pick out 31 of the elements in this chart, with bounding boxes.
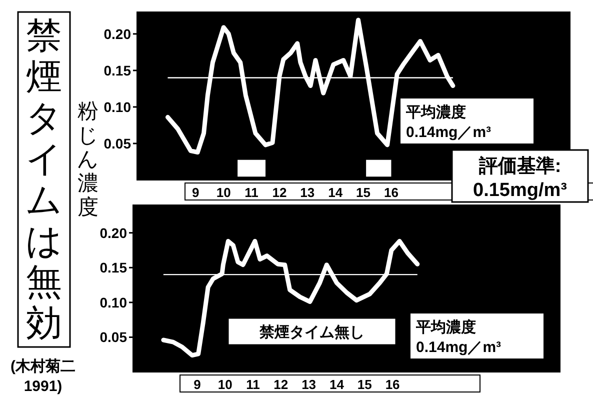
y-tick-label: 0.15 (100, 260, 128, 276)
x-tick-label: 14 (330, 377, 345, 392)
x-tick-label: 10 (218, 377, 232, 392)
x-tick-label: 9 (194, 377, 201, 392)
x-tick-label: 13 (300, 185, 315, 200)
x-tick-label: 16 (384, 185, 398, 200)
annotation: 評価基準: 0.15mg/m³ (473, 155, 567, 201)
x-tick-label: 16 (385, 377, 400, 392)
x-tick-label: 15 (356, 185, 371, 200)
y-tick-label: 0.20 (104, 26, 132, 42)
y-tick-label: 0.15 (104, 62, 132, 78)
y-tick-label: 0.20 (100, 224, 128, 241)
x-tick-label: 12 (274, 377, 288, 392)
x-tick-label: 15 (357, 377, 372, 392)
text: 禁煙タイムは無効 (26, 15, 62, 343)
x-tick-label: 12 (272, 185, 287, 200)
x-tick-label: 14 (328, 185, 344, 200)
annotation: 禁煙タイム無し (258, 324, 364, 341)
text: (木村菊二 1991) (10, 358, 76, 395)
x-tick-label: 9 (192, 185, 200, 200)
x-tick-label: 11 (246, 377, 260, 392)
ref-line-label: 平均濃度 0.14mg／m³ (415, 318, 502, 356)
x-tick-label: 13 (302, 377, 316, 392)
y-axis-title: 粉じん濃度 (77, 100, 99, 219)
y-tick-label: 0.10 (100, 294, 128, 310)
y-tick-label: 0.05 (104, 135, 132, 152)
y-tick-label: 0.10 (104, 98, 132, 115)
ref-line-label: 平均濃度 0.14mg／m³ (405, 103, 492, 141)
x-tick-label: 10 (216, 185, 231, 200)
x-tick-label: 11 (244, 185, 258, 200)
y-tick-label: 0.05 (100, 329, 128, 346)
